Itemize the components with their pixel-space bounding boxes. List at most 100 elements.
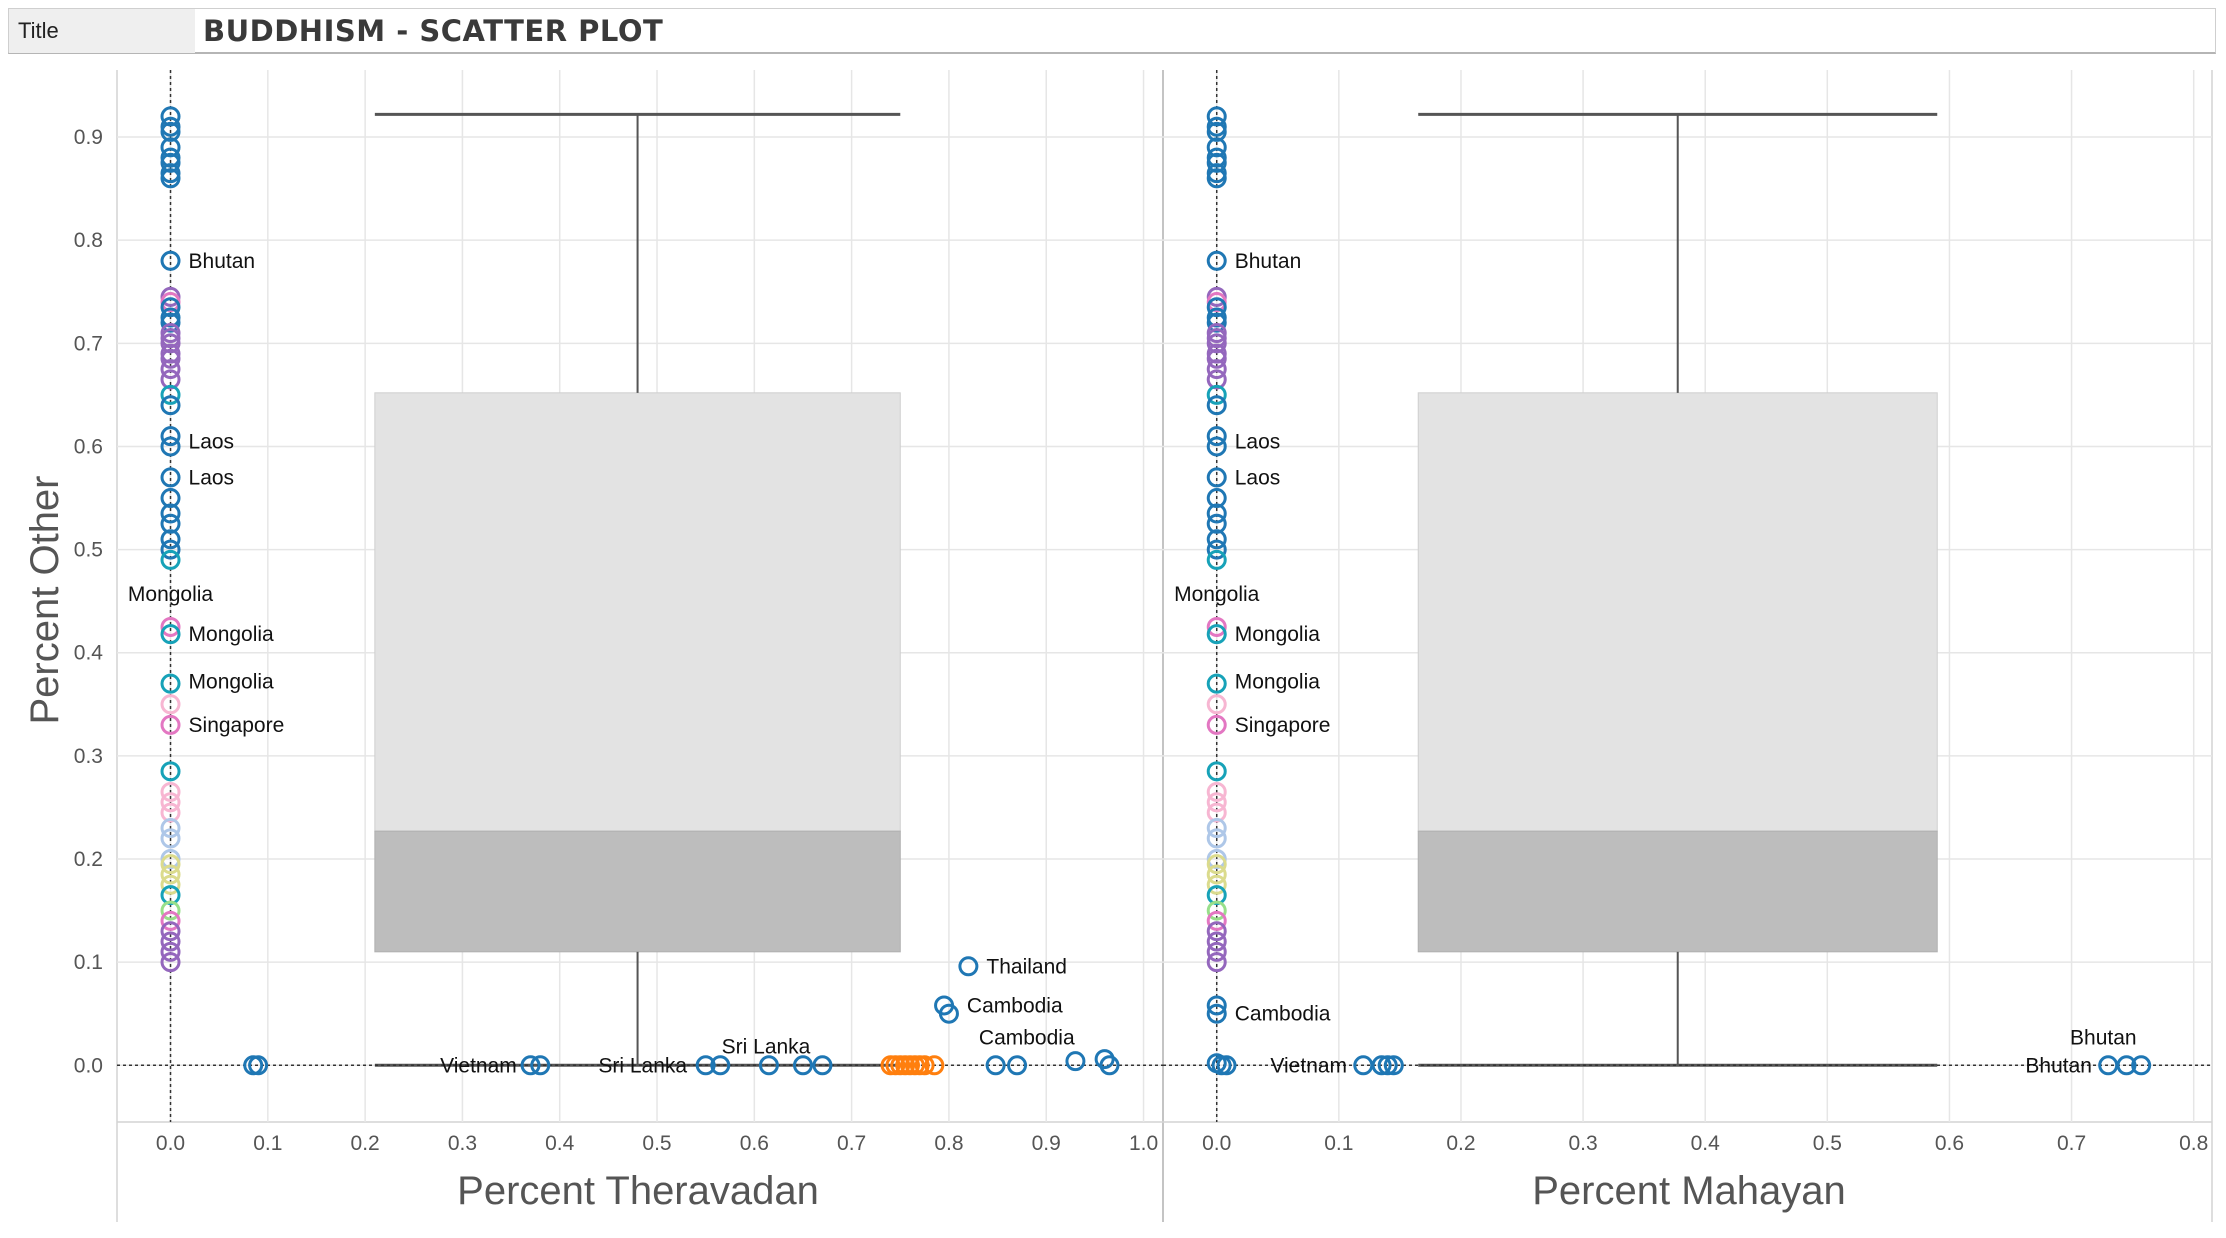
point-label: Bhutan: [2070, 1026, 2137, 1049]
data-point: [1206, 106, 1227, 127]
data-point: [160, 828, 181, 849]
data-point: [1206, 995, 1227, 1016]
data-point: [1206, 137, 1227, 158]
data-point: [160, 549, 181, 570]
data-point: [1206, 931, 1227, 952]
data-point: [1206, 488, 1227, 509]
data-point: [958, 956, 979, 977]
data-point: [1206, 673, 1227, 694]
box-lower-quartile: [1417, 830, 1938, 953]
data-point: [160, 694, 181, 715]
data-point: [1206, 168, 1227, 189]
data-point: [160, 885, 181, 906]
data-point: [160, 941, 181, 962]
data-point: [938, 1003, 959, 1024]
y-tick-label: 0.2: [74, 848, 103, 871]
point-label: Vietnam: [1270, 1054, 1347, 1077]
data-point: [160, 539, 181, 560]
data-point: [160, 348, 181, 369]
data-point: [1206, 921, 1227, 942]
data-point: [160, 781, 181, 802]
data-point: [1371, 1055, 1392, 1076]
point-label: Laos: [1235, 466, 1281, 489]
y-tick-label: 0.8: [74, 229, 103, 252]
y-axis-title: Percent Other: [23, 475, 67, 724]
x-tick-label: 0.0: [156, 1132, 185, 1155]
x-axis-title-mahayan: Percent Mahayan: [1532, 1169, 1846, 1213]
data-point: [1206, 503, 1227, 524]
data-point: [1065, 1051, 1086, 1072]
data-point: [1206, 121, 1227, 142]
data-point: [160, 900, 181, 921]
point-label: Bhutan: [189, 250, 256, 273]
data-point: [1206, 384, 1227, 405]
data-point: [1206, 952, 1227, 973]
data-point: [160, 312, 181, 333]
x-tick-label: 0.0: [1202, 1132, 1231, 1155]
data-point: [710, 1055, 731, 1076]
x-tick-label: 0.5: [1813, 1132, 1842, 1155]
y-tick-label: 0.1: [74, 951, 103, 974]
data-point: [160, 931, 181, 952]
data-point: [1206, 900, 1227, 921]
title-field-label: Title: [9, 9, 195, 53]
data-point: [160, 436, 181, 457]
x-tick-label: 0.4: [1691, 1132, 1721, 1155]
data-point: [1206, 792, 1227, 813]
point-label: Laos: [189, 430, 235, 453]
x-tick-label: 0.1: [253, 1132, 282, 1155]
point-label: Mongolia: [128, 583, 214, 606]
data-point: [160, 616, 181, 637]
x-tick-label: 0.3: [448, 1132, 477, 1155]
y-tick-label: 0.4: [74, 642, 104, 665]
data-point: [160, 137, 181, 158]
data-point: [160, 467, 181, 488]
x-tick-label: 0.1: [1324, 1132, 1353, 1155]
data-point: [160, 121, 181, 142]
data-point: [1206, 369, 1227, 390]
data-point: [1206, 1003, 1227, 1024]
data-point: [1206, 348, 1227, 369]
data-point: [758, 1055, 779, 1076]
data-point: [812, 1055, 833, 1076]
data-point: [160, 792, 181, 813]
data-point: [1206, 467, 1227, 488]
point-label: Bhutan: [1235, 250, 1302, 273]
point-label: Bhutan: [2025, 1054, 2092, 1077]
data-point: [2131, 1055, 2152, 1076]
x-tick-label: 0.6: [1935, 1132, 1964, 1155]
data-point: [1206, 312, 1227, 333]
data-point: [160, 426, 181, 447]
point-label: Singapore: [189, 714, 285, 737]
data-point: [1206, 761, 1227, 782]
y-tick-label: 0.9: [74, 126, 103, 149]
data-point: [1007, 1055, 1028, 1076]
data-point: [1206, 549, 1227, 570]
data-point: [160, 624, 181, 645]
point-label: Mongolia: [189, 671, 275, 694]
data-point: [1206, 624, 1227, 645]
data-point: [160, 503, 181, 524]
point-label: Sri Lanka: [722, 1036, 811, 1059]
data-point: [160, 864, 181, 885]
data-point: [1383, 1055, 1404, 1076]
data-point: [1206, 152, 1227, 173]
theravadan-panel: 0.0 0.1 0.2 0.3 0.4 0.5 0.6 0.7 0.8 0.9 1.0 0.0 0.1 0…: [74, 70, 1163, 1155]
data-point: [1206, 781, 1227, 802]
data-point: [1206, 941, 1227, 962]
data-point: [160, 854, 181, 875]
x-tick-label: 0.7: [837, 1132, 866, 1155]
data-point: [1206, 333, 1227, 354]
data-point: [160, 369, 181, 390]
data-point: [160, 529, 181, 550]
x-tick-label: 0.7: [2057, 1132, 2086, 1155]
data-point: [1206, 828, 1227, 849]
data-point: [1206, 885, 1227, 906]
data-point: [1206, 359, 1227, 380]
data-point: [985, 1055, 1006, 1076]
point-label: Vietnam: [440, 1054, 517, 1077]
data-point: [160, 384, 181, 405]
box-upper-quartile: [1417, 392, 1938, 832]
x-tick-label: 0.2: [351, 1132, 380, 1155]
x-tick-label: 0.6: [740, 1132, 769, 1155]
